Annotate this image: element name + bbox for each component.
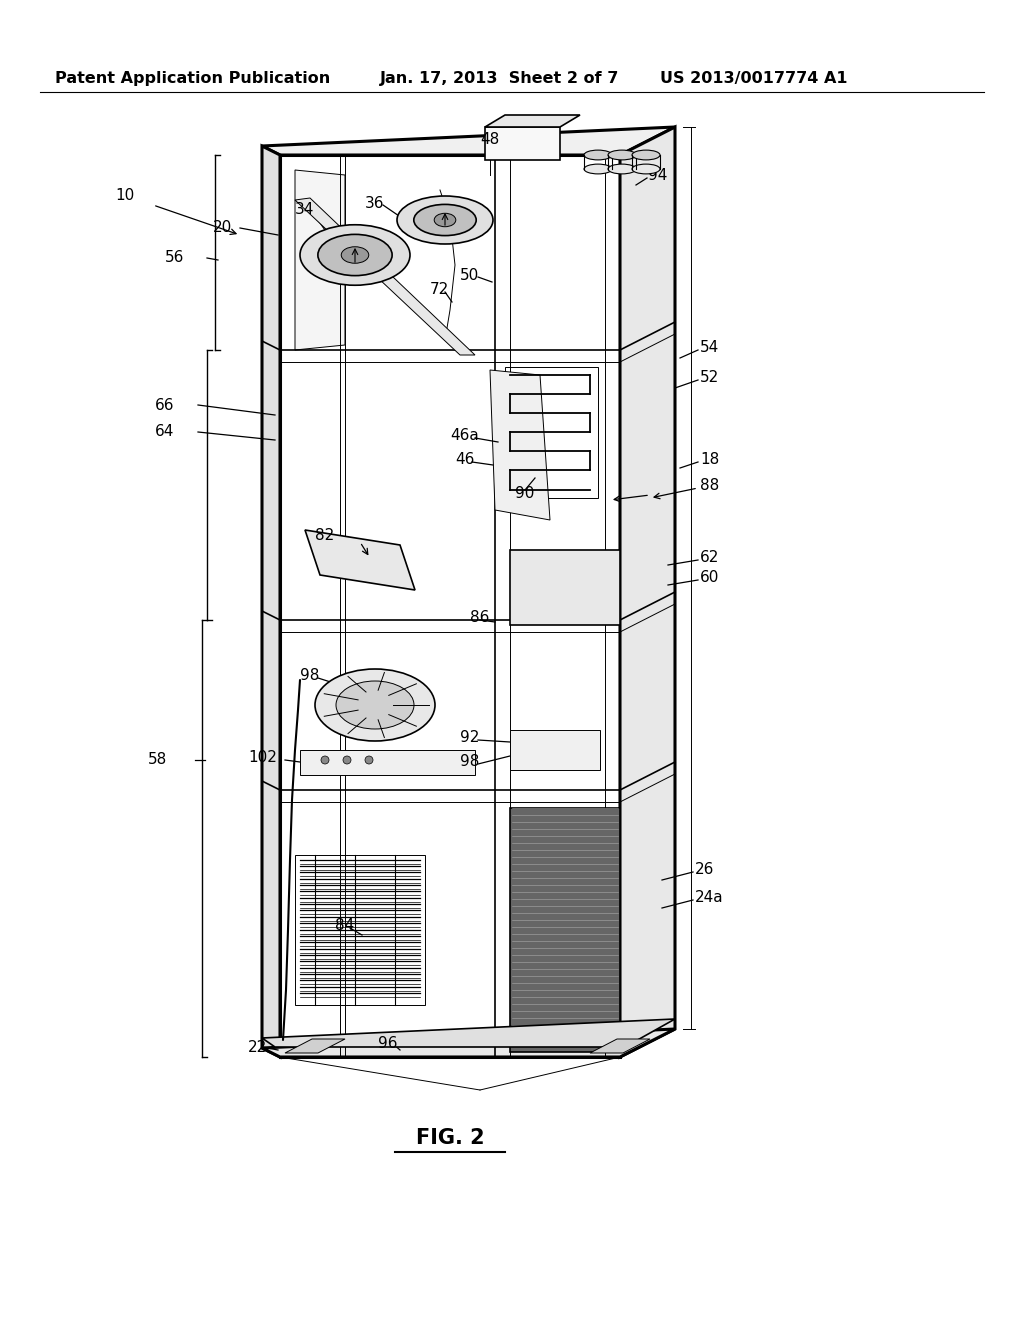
Text: 58: 58 [148,752,167,767]
Text: 22: 22 [248,1040,267,1055]
Text: 10: 10 [115,187,134,202]
Polygon shape [300,750,475,775]
Text: 36: 36 [365,195,384,210]
Text: Patent Application Publication: Patent Application Publication [55,70,331,86]
Polygon shape [590,1039,650,1053]
Ellipse shape [317,235,392,276]
Text: 46a: 46a [450,428,479,442]
Text: 88: 88 [700,478,719,492]
Text: 94: 94 [648,168,668,182]
Text: 54: 54 [700,341,719,355]
Polygon shape [620,127,675,1057]
Text: US 2013/0017774 A1: US 2013/0017774 A1 [660,70,848,86]
Text: FIG. 2: FIG. 2 [416,1129,484,1148]
Text: 18: 18 [700,453,719,467]
Text: 46: 46 [455,453,474,467]
Polygon shape [510,550,620,624]
Polygon shape [295,198,475,355]
Ellipse shape [632,150,660,160]
Polygon shape [262,147,280,1057]
Text: 64: 64 [155,425,174,440]
Ellipse shape [336,681,414,729]
Ellipse shape [414,205,476,235]
Circle shape [321,756,329,764]
Ellipse shape [315,669,435,741]
Ellipse shape [584,164,612,174]
Text: 84: 84 [335,917,354,932]
Text: 48: 48 [480,132,500,148]
Text: 92: 92 [460,730,479,746]
Text: 72: 72 [430,282,450,297]
Text: 82: 82 [315,528,334,543]
Text: 26: 26 [695,862,715,878]
Polygon shape [485,127,560,160]
Text: 90: 90 [515,486,535,500]
Text: 56: 56 [165,251,184,265]
Ellipse shape [584,150,612,160]
Ellipse shape [397,195,493,244]
Polygon shape [305,531,415,590]
Ellipse shape [300,224,410,285]
Polygon shape [262,1019,675,1047]
Text: 62: 62 [700,550,720,565]
Text: 60: 60 [700,570,720,586]
Text: 96: 96 [378,1035,397,1051]
Ellipse shape [608,150,636,160]
Text: 86: 86 [470,610,489,626]
Polygon shape [510,730,600,770]
Circle shape [365,756,373,764]
Polygon shape [285,1039,345,1053]
Polygon shape [262,127,675,154]
Text: 102: 102 [248,751,276,766]
Text: 66: 66 [155,397,174,412]
Ellipse shape [608,164,636,174]
Text: 52: 52 [700,371,719,385]
Ellipse shape [341,247,369,263]
Polygon shape [280,154,620,1057]
Ellipse shape [632,164,660,174]
Text: 98: 98 [460,755,479,770]
Circle shape [343,756,351,764]
Text: Jan. 17, 2013  Sheet 2 of 7: Jan. 17, 2013 Sheet 2 of 7 [380,70,620,86]
Text: 24a: 24a [695,891,724,906]
Polygon shape [485,115,580,127]
Text: 98: 98 [300,668,319,682]
Ellipse shape [434,214,456,227]
Text: 50: 50 [460,268,479,282]
Text: 20: 20 [213,220,232,235]
Polygon shape [262,1030,675,1057]
Polygon shape [490,370,550,520]
Polygon shape [295,170,345,350]
Polygon shape [510,808,620,1052]
Text: 34: 34 [295,202,314,218]
